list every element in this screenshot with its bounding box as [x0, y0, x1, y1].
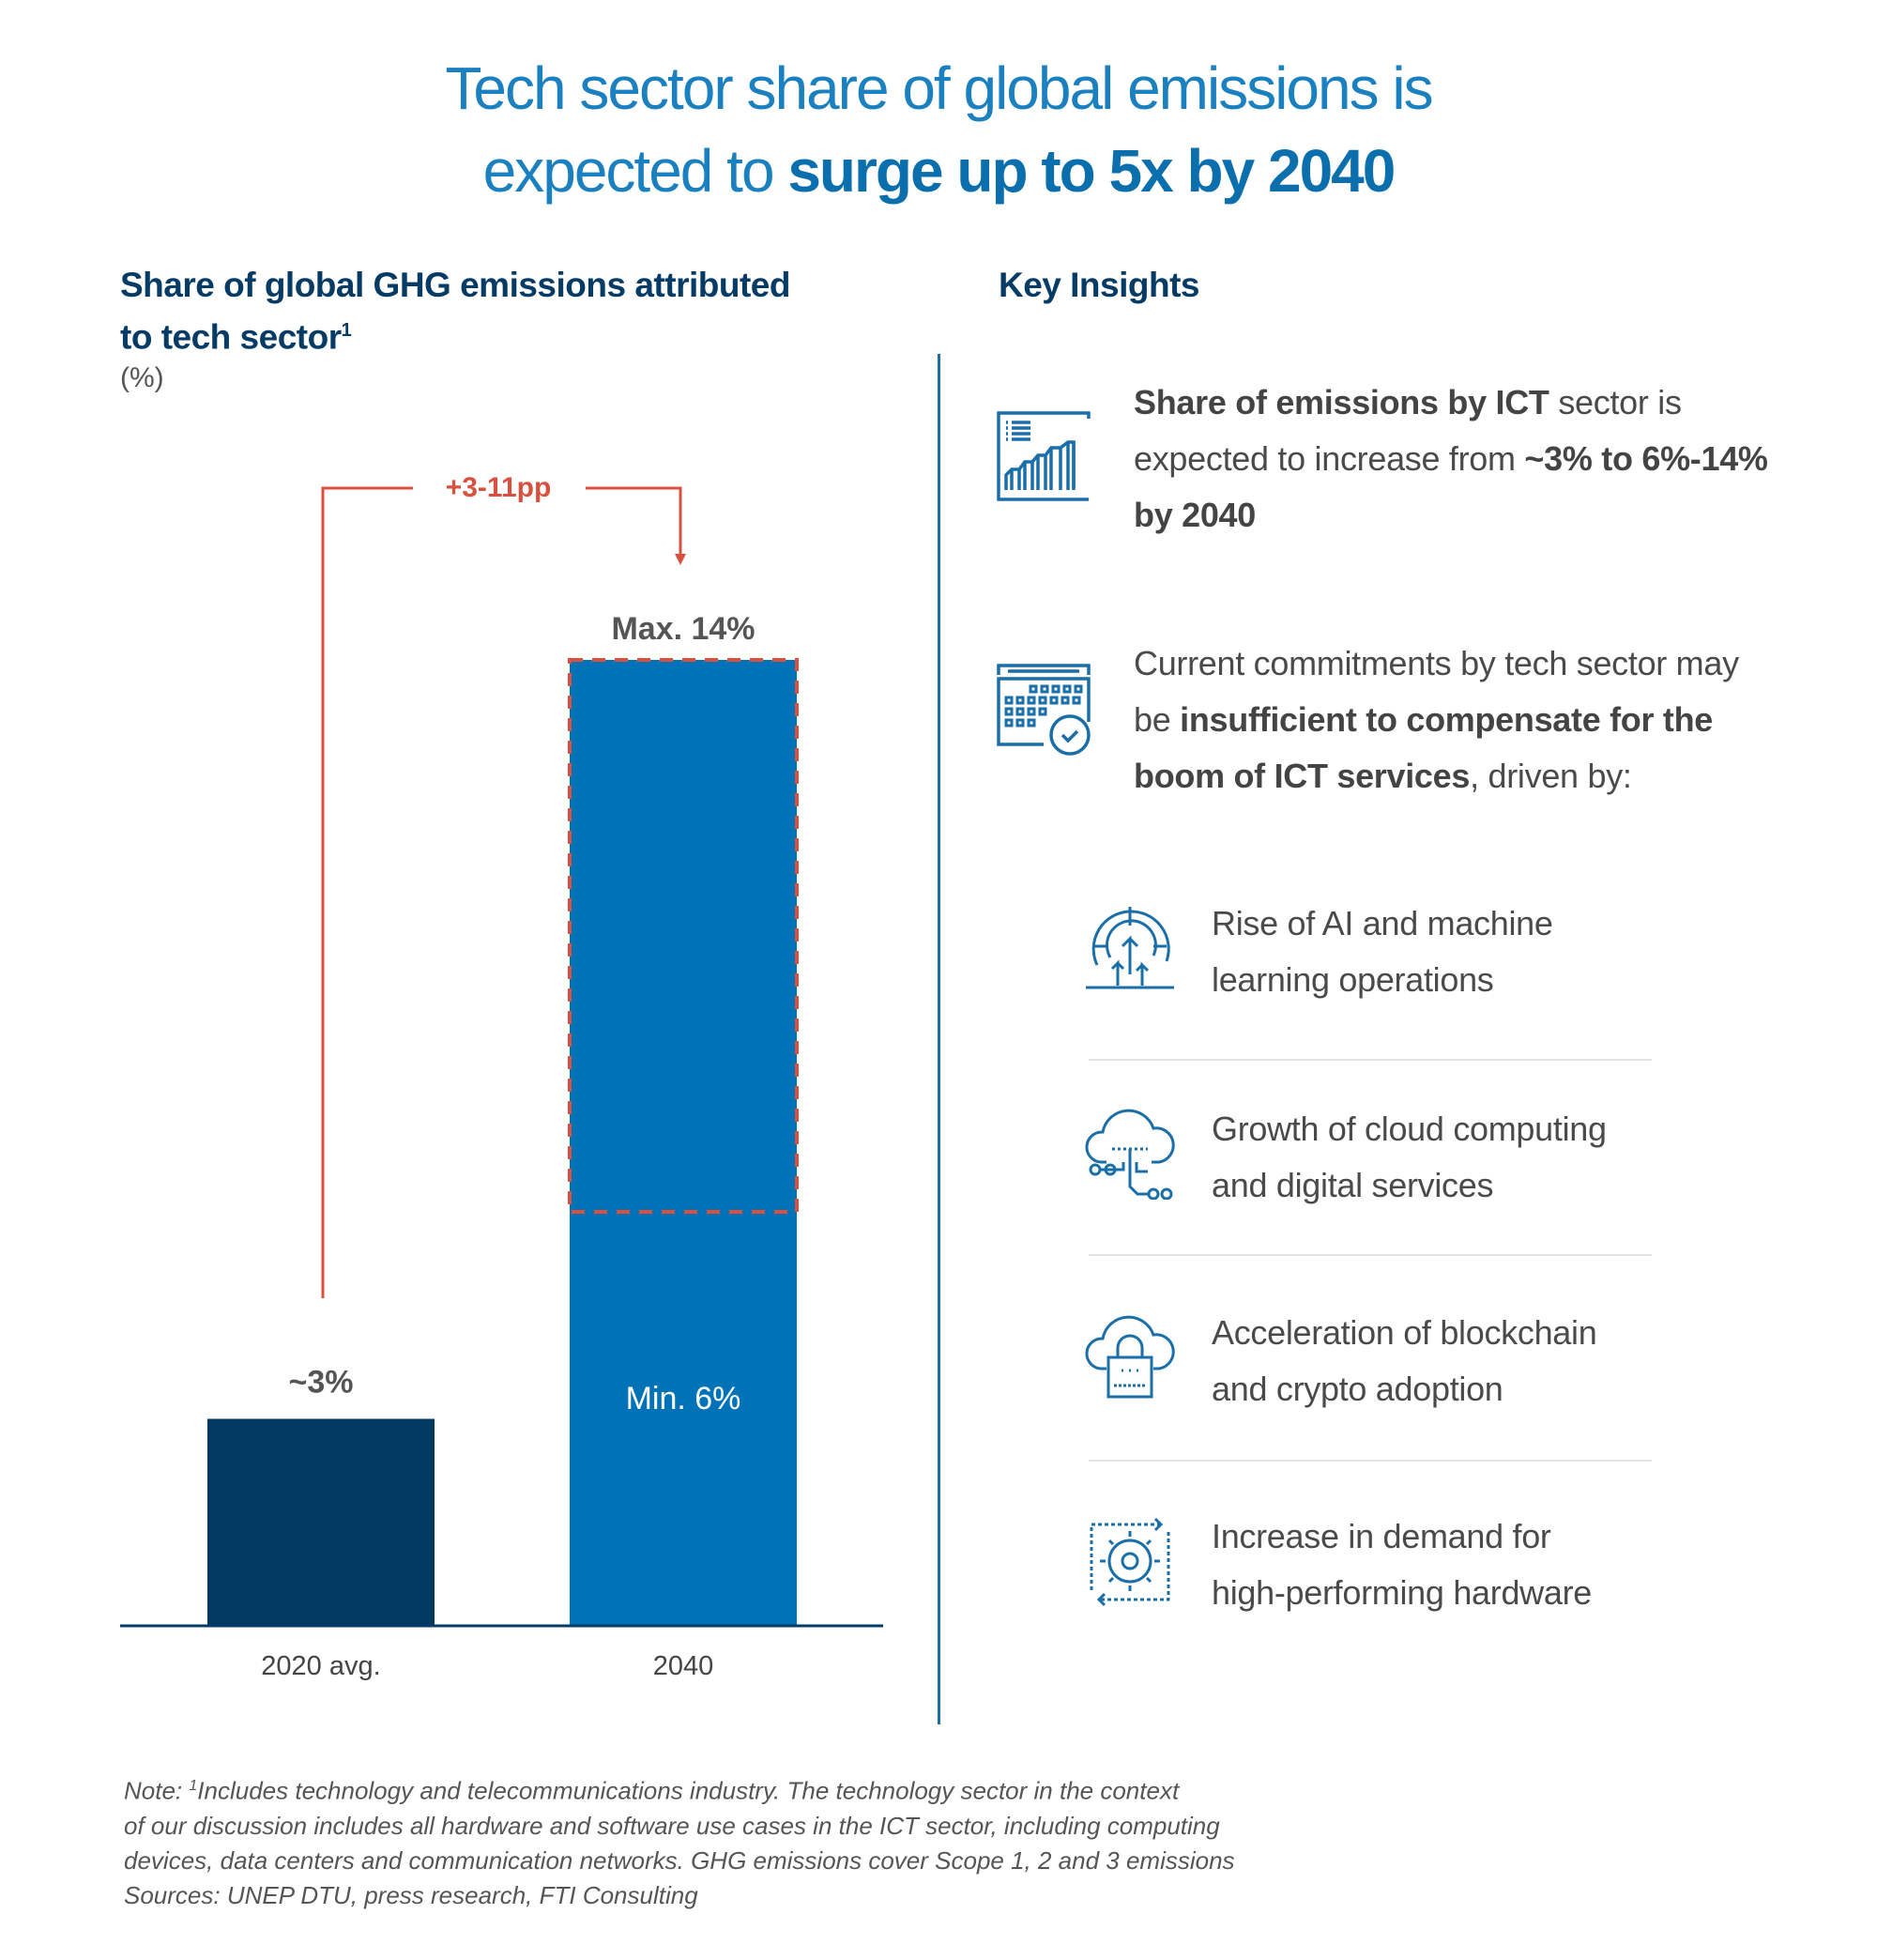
note-text-1: Includes technology and telecommunicatio… [197, 1776, 1180, 1805]
divider [938, 354, 940, 1724]
title-prefix: expected to [482, 137, 788, 205]
data-label-min: Min. 6% [626, 1381, 741, 1416]
separator [1089, 1460, 1652, 1462]
bar-2040 [570, 660, 797, 1626]
gear-cycle-icon [1090, 1517, 1170, 1607]
annotation-bracket-right [586, 486, 682, 556]
insight-1-bold-2: ~3% to 6%-14% by 2040 [1134, 439, 1768, 534]
footnote: Note: 1Includes technology and telecommu… [124, 1769, 1344, 1913]
sources-line: Sources: UNEP DTU, press research, FTI C… [124, 1880, 698, 1909]
chart-title-text: to tech sector [120, 317, 342, 357]
insight-1: Share of emissions by ICT sector is expe… [1134, 375, 1772, 544]
x-tick-label: 2020 avg. [261, 1651, 380, 1681]
chart-title-line-2: to tech sector1 [120, 308, 790, 360]
page-title: Tech sector share of global emissions is… [0, 47, 1877, 212]
driver-4-line-2: high-performing hardware [1212, 1573, 1593, 1612]
driver-4: Increase in demand for high-performing ha… [1212, 1508, 1592, 1621]
footnote-marker: 1 [341, 320, 352, 341]
chart-report-icon [997, 411, 1091, 501]
separator [1089, 1254, 1652, 1256]
cloud-lock-icon [1085, 1315, 1175, 1399]
driver-2-line-1: Growth of cloud computing [1212, 1110, 1607, 1148]
insight-2-bold: insufficient to compensate for the boom … [1134, 700, 1714, 795]
calendar-check-icon [997, 664, 1091, 756]
insight-2: Current commitments by tech sector may b… [1134, 635, 1772, 804]
note-line-2: of our discussion includes all hardware … [124, 1811, 1220, 1840]
note-marker: 1 [189, 1778, 198, 1794]
bar-chart: ~3% Min. 6% Max. 14% 2020 avg. 2040 +3-11pp [120, 472, 883, 1681]
note-line-3: devices, data centers and communication … [124, 1845, 1235, 1875]
insight-2-text-2: , driven by: [1470, 757, 1632, 795]
separator [1089, 1059, 1652, 1061]
chart-title: Share of global GHG emissions attributed… [120, 263, 790, 360]
bar-2040-range-outline [568, 658, 799, 1214]
arrow-head-icon [675, 554, 686, 565]
cloud-network-icon [1085, 1109, 1175, 1200]
annotation-bracket-left [321, 486, 413, 1298]
driver-2: Growth of cloud computing and digital ser… [1212, 1101, 1607, 1214]
insight-1-text: sector is expected to increase from [1134, 383, 1682, 478]
chart-unit: (%) [120, 362, 164, 393]
chart-title-line-1: Share of global GHG emissions attributed [120, 266, 790, 304]
bar-2020 [207, 1418, 435, 1626]
note-line-1: Note: 1Includes technology and telecommu… [124, 1769, 1344, 1809]
data-label-2020: ~3% [289, 1365, 354, 1401]
note-prefix: Note: [124, 1776, 190, 1805]
driver-2-line-2: and digital services [1212, 1166, 1494, 1204]
data-label-max: Max. 14% [611, 611, 755, 647]
driver-3: Acceleration of blockchain and crypto ado… [1212, 1305, 1597, 1417]
driver-1: Rise of AI and machine learning operation… [1212, 896, 1553, 1008]
driver-3-line-2: and crypto adoption [1212, 1370, 1503, 1408]
driver-3-line-1: Acceleration of blockchain [1212, 1313, 1597, 1352]
ai-radar-icon [1086, 907, 1174, 989]
insight-2-text: Current commitments by tech sector may b… [1134, 644, 1739, 739]
driver-1-line-2: learning operations [1212, 960, 1494, 999]
insight-1-bold: Share of emissions by ICT [1134, 383, 1549, 421]
title-line-2: expected to surge up to 5x by 2040 [0, 130, 1877, 212]
driver-4-line-1: Increase in demand for [1212, 1517, 1551, 1555]
title-line-1: Tech sector share of global emissions is [445, 54, 1433, 122]
x-tick-label: 2040 [653, 1651, 714, 1681]
title-emphasis: surge up to 5x by 2040 [787, 137, 1396, 205]
annotation-label: +3-11pp [446, 472, 552, 503]
driver-1-line-1: Rise of AI and machine [1212, 904, 1553, 942]
key-insights-heading: Key Insights [999, 266, 1200, 304]
